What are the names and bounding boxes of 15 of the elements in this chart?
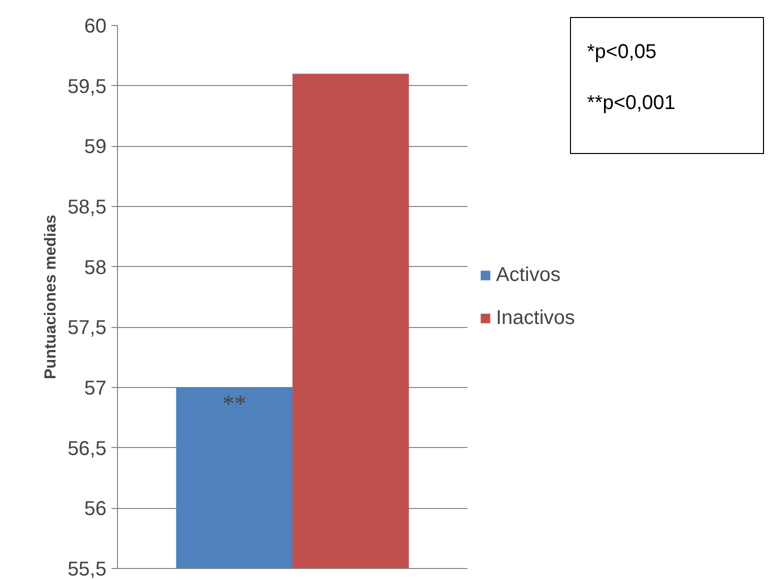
legend-label: Inactivos [496, 306, 576, 330]
y-tick-label: 56 [84, 498, 107, 520]
y-tick-label: 56,5 [68, 438, 107, 460]
note-box: *p<0,05 **p<0,001 [570, 17, 764, 154]
y-tick-label: 60 [84, 16, 107, 38]
annotation: ** [222, 392, 246, 418]
y-tick-label: 59,5 [68, 76, 107, 98]
y-tick-label: 57,5 [68, 317, 107, 340]
y-tick-label: 57 [84, 378, 107, 400]
y-tick-label: 55,5 [68, 558, 107, 580]
y-axis-title: Puntuaciones medias [42, 214, 60, 380]
y-tick-label: 59 [84, 136, 107, 158]
legend-label: Activos [496, 264, 562, 286]
y-tick-label: 58 [84, 256, 107, 279]
y-tick-label: 58,5 [68, 196, 107, 218]
